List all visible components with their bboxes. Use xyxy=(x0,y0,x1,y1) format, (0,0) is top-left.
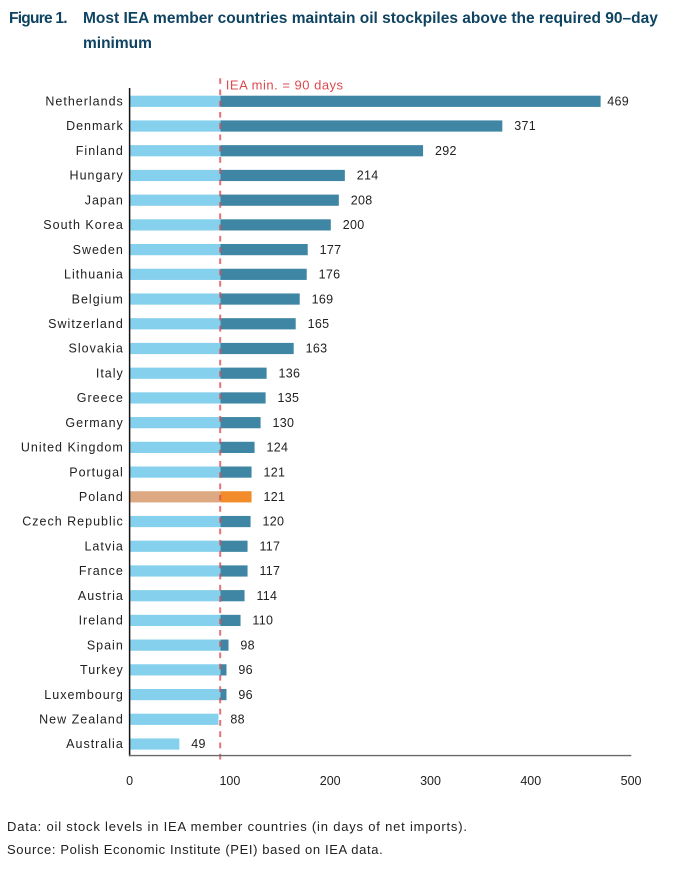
svg-text:Switzerland: Switzerland xyxy=(48,317,124,331)
svg-text:0: 0 xyxy=(126,774,133,788)
svg-text:France: France xyxy=(79,564,124,578)
svg-text:371: 371 xyxy=(514,119,536,133)
svg-text:300: 300 xyxy=(420,774,441,788)
svg-text:Sweden: Sweden xyxy=(73,243,124,257)
svg-text:500: 500 xyxy=(621,774,642,788)
svg-text:Italy: Italy xyxy=(96,366,124,380)
svg-text:177: 177 xyxy=(320,243,342,257)
svg-text:117: 117 xyxy=(259,539,280,553)
svg-text:124: 124 xyxy=(266,441,288,455)
svg-text:IEA min. = 90 days: IEA min. = 90 days xyxy=(226,78,344,93)
svg-text:96: 96 xyxy=(238,663,253,677)
svg-text:Finland: Finland xyxy=(76,144,124,158)
svg-text:135: 135 xyxy=(278,391,300,405)
svg-text:Japan: Japan xyxy=(85,193,124,207)
svg-text:200: 200 xyxy=(320,774,341,788)
svg-text:Latvia: Latvia xyxy=(84,539,123,553)
svg-text:Austria: Austria xyxy=(78,589,124,603)
svg-text:Hungary: Hungary xyxy=(70,169,124,183)
svg-text:Ireland: Ireland xyxy=(79,614,124,628)
svg-text:49: 49 xyxy=(191,737,206,751)
svg-text:169: 169 xyxy=(312,292,334,306)
svg-text:Slovakia: Slovakia xyxy=(69,342,124,356)
svg-text:United Kingdom: United Kingdom xyxy=(21,441,124,455)
svg-text:120: 120 xyxy=(262,515,284,529)
svg-text:Lithuania: Lithuania xyxy=(64,268,124,282)
svg-text:South Korea: South Korea xyxy=(43,218,124,232)
svg-text:Belgium: Belgium xyxy=(72,292,124,306)
svg-text:Luxembourg: Luxembourg xyxy=(44,688,124,702)
svg-text:117: 117 xyxy=(259,564,280,578)
svg-text:200: 200 xyxy=(343,218,365,232)
svg-text:136: 136 xyxy=(279,366,301,380)
svg-text:130: 130 xyxy=(272,416,294,430)
svg-text:121: 121 xyxy=(263,490,285,504)
svg-text:100: 100 xyxy=(219,774,240,788)
svg-text:Czech Republic: Czech Republic xyxy=(22,515,124,529)
svg-text:292: 292 xyxy=(435,144,457,158)
svg-text:121: 121 xyxy=(263,465,285,479)
svg-text:176: 176 xyxy=(319,268,341,282)
svg-text:88: 88 xyxy=(230,713,245,727)
svg-text:214: 214 xyxy=(357,169,379,183)
svg-text:Turkey: Turkey xyxy=(80,663,124,677)
svg-text:114: 114 xyxy=(256,589,277,603)
svg-text:Australia: Australia xyxy=(66,737,124,751)
svg-text:98: 98 xyxy=(240,638,255,652)
svg-text:469: 469 xyxy=(607,95,629,109)
svg-text:Denmark: Denmark xyxy=(66,119,124,133)
svg-text:Greece: Greece xyxy=(77,391,124,405)
svg-text:Netherlands: Netherlands xyxy=(45,95,123,109)
svg-text:110: 110 xyxy=(252,614,273,628)
svg-text:400: 400 xyxy=(520,774,541,788)
svg-text:New Zealand: New Zealand xyxy=(39,713,124,727)
svg-text:Spain: Spain xyxy=(87,638,124,652)
svg-text:96: 96 xyxy=(238,688,253,702)
svg-text:Portugal: Portugal xyxy=(69,465,124,479)
svg-text:208: 208 xyxy=(351,193,373,207)
svg-text:Germany: Germany xyxy=(65,416,123,430)
svg-text:Poland: Poland xyxy=(79,490,124,504)
svg-text:165: 165 xyxy=(308,317,330,331)
svg-text:163: 163 xyxy=(306,342,328,356)
